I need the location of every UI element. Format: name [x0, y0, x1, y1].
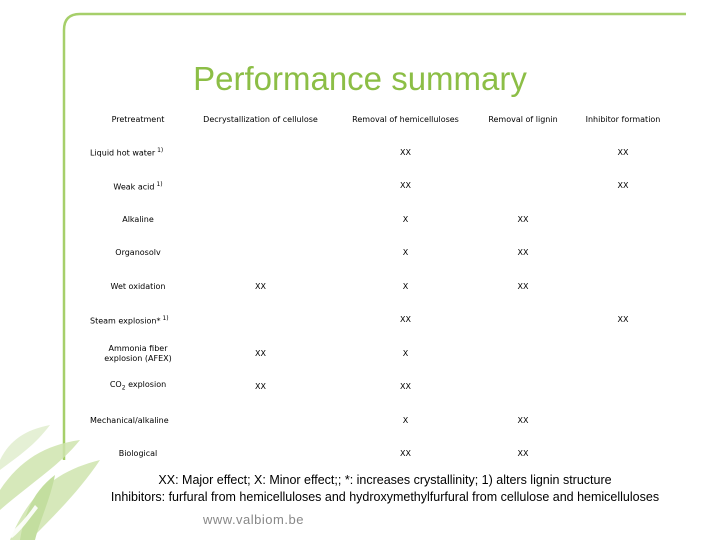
effect-cell: [478, 371, 568, 405]
table-row: Weak acid 1) XX XX: [88, 170, 678, 204]
effect-cell: XX: [400, 449, 411, 459]
pretreatment-name: Wet oxidation: [110, 281, 166, 291]
effect-cell: [188, 136, 333, 170]
table-row: Mechanical/alkaline X XX: [88, 404, 678, 438]
effect-cell: [478, 136, 568, 170]
effect-cell: XX: [617, 315, 629, 325]
pretreatment-name: Weak acid 1): [113, 180, 163, 192]
pretreatment-name: Biological: [118, 449, 158, 459]
footnote-legend: XX: Major effect; X: Minor effect;; *: i…: [158, 473, 612, 487]
pretreatment-name: Organosolv: [115, 248, 161, 258]
effect-cell: [568, 337, 678, 371]
table-row: Biological XX XX: [88, 438, 678, 472]
column-header: Removal of hemicelluloses: [352, 115, 459, 124]
effect-cell: [478, 170, 568, 204]
effect-cell: [568, 371, 678, 405]
effect-cell: XX: [255, 281, 266, 291]
effect-cell: XX: [400, 181, 411, 191]
pretreatment-name: Mechanical/alkaline: [90, 415, 169, 425]
table-row: Liquid hot water 1) XX XX: [88, 136, 678, 170]
effect-cell: XX: [617, 147, 629, 157]
page-title: Performance summary: [193, 60, 527, 97]
effect-cell: X: [402, 214, 409, 224]
table-row: Steam explosion* 1) XX XX: [88, 304, 678, 338]
table-row: Organosolv X XX: [88, 237, 678, 271]
effect-cell: [188, 170, 333, 204]
pretreatment-name: Liquid hot water 1): [90, 147, 164, 159]
effect-cell: X: [402, 348, 409, 358]
effect-cell: XX: [400, 382, 411, 392]
footnote-inhibitors: Inhibitors: furfural from hemicelluloses…: [110, 490, 660, 504]
effect-cell: XX: [400, 315, 411, 325]
effect-cell: [188, 304, 333, 338]
effect-cell: XX: [517, 449, 529, 459]
table-row: Wet oxidation XX X XX: [88, 270, 678, 304]
pretreatment-name: Steam explosion* 1): [90, 314, 169, 326]
effect-cell: XX: [517, 214, 529, 224]
effect-cell: X: [402, 248, 409, 258]
table-header-row: Pretreatment Decrystallization of cellul…: [88, 104, 678, 136]
effect-cell: [188, 203, 333, 237]
effect-cell: [478, 337, 568, 371]
effect-cell: XX: [617, 181, 629, 191]
column-header: Removal of lignin: [488, 115, 558, 124]
column-header: Inhibitor formation: [585, 115, 661, 124]
effect-cell: XX: [400, 147, 411, 157]
pretreatment-name: Alkaline: [122, 214, 154, 224]
effect-cell: XX: [255, 382, 266, 392]
effect-cell: XX: [517, 281, 529, 291]
effect-cell: [568, 237, 678, 271]
pretreatment-name: CO2 explosion: [109, 380, 167, 393]
effect-cell: [188, 438, 333, 472]
effect-cell: [568, 203, 678, 237]
leaf-icon: [0, 425, 100, 540]
column-header: Pretreatment: [111, 115, 165, 124]
effect-cell: X: [402, 415, 409, 425]
pretreatment-name: Ammonia fiber explosion (AFEX): [104, 343, 172, 363]
effect-cell: [478, 304, 568, 338]
effect-cell: [568, 270, 678, 304]
column-header: Decrystallization of cellulose: [203, 115, 318, 124]
effect-cell: XX: [517, 415, 529, 425]
table-row: Alkaline X XX: [88, 203, 678, 237]
effect-cell: [568, 404, 678, 438]
table-row: CO2 explosion XX XX: [88, 371, 678, 405]
effect-cell: [188, 237, 333, 271]
table-row: Ammonia fiber explosion (AFEX) XX X: [88, 337, 678, 371]
effect-cell: [568, 438, 678, 472]
effect-cell: XX: [255, 348, 266, 358]
effect-cell: [188, 404, 333, 438]
effect-cell: X: [402, 281, 409, 291]
effect-cell: XX: [517, 248, 529, 258]
website-url: www.valbiom.be: [203, 512, 304, 527]
footnotes: XX: Major effect; X: Minor effect;; *: i…: [60, 472, 710, 506]
performance-table: Pretreatment Decrystallization of cellul…: [88, 104, 678, 471]
